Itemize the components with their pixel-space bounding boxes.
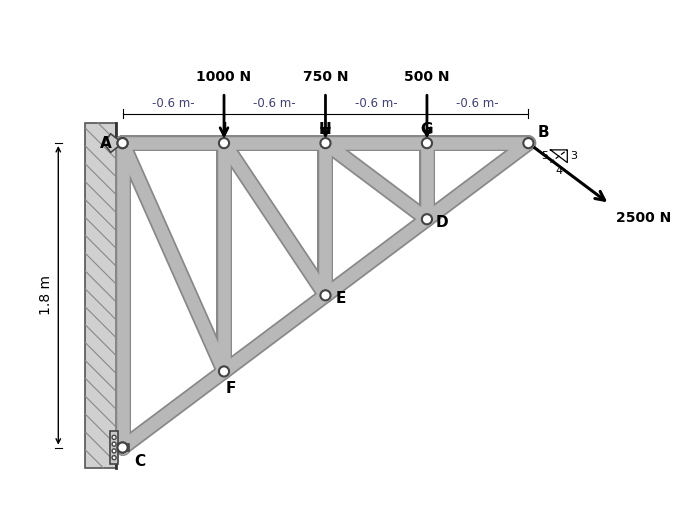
Text: -0.6 m-: -0.6 m- [253,97,296,110]
Text: H: H [319,122,332,137]
Circle shape [422,214,432,224]
Circle shape [117,138,127,148]
Circle shape [117,442,127,452]
Text: C: C [134,453,145,469]
Polygon shape [103,134,123,152]
Polygon shape [86,123,116,468]
Text: I: I [221,122,227,137]
Text: E: E [336,291,346,306]
Text: -0.6 m-: -0.6 m- [355,97,397,110]
Circle shape [112,435,116,439]
Text: 750 N: 750 N [303,70,348,84]
Circle shape [321,290,331,300]
Text: B: B [538,126,549,141]
Text: 1.8 m: 1.8 m [40,275,53,315]
Circle shape [117,138,127,148]
Text: -0.6 m-: -0.6 m- [152,97,195,110]
Circle shape [219,366,229,377]
Text: 500 N: 500 N [404,70,449,84]
Circle shape [523,138,534,148]
Text: D: D [436,215,449,230]
Text: A: A [100,135,112,151]
Circle shape [112,449,116,453]
Text: G: G [421,122,433,137]
Text: -0.6 m-: -0.6 m- [456,97,499,110]
Text: 5: 5 [541,151,548,161]
Polygon shape [119,445,129,451]
Circle shape [219,138,229,148]
Circle shape [112,442,116,446]
Text: 1000 N: 1000 N [197,70,251,84]
Text: F: F [225,381,236,396]
Text: 3: 3 [570,151,577,161]
Circle shape [112,456,116,460]
Text: 4: 4 [556,166,562,176]
Circle shape [117,442,127,452]
Text: 2500 N: 2500 N [616,211,671,225]
Circle shape [321,138,331,148]
Polygon shape [110,430,119,464]
Circle shape [422,138,432,148]
